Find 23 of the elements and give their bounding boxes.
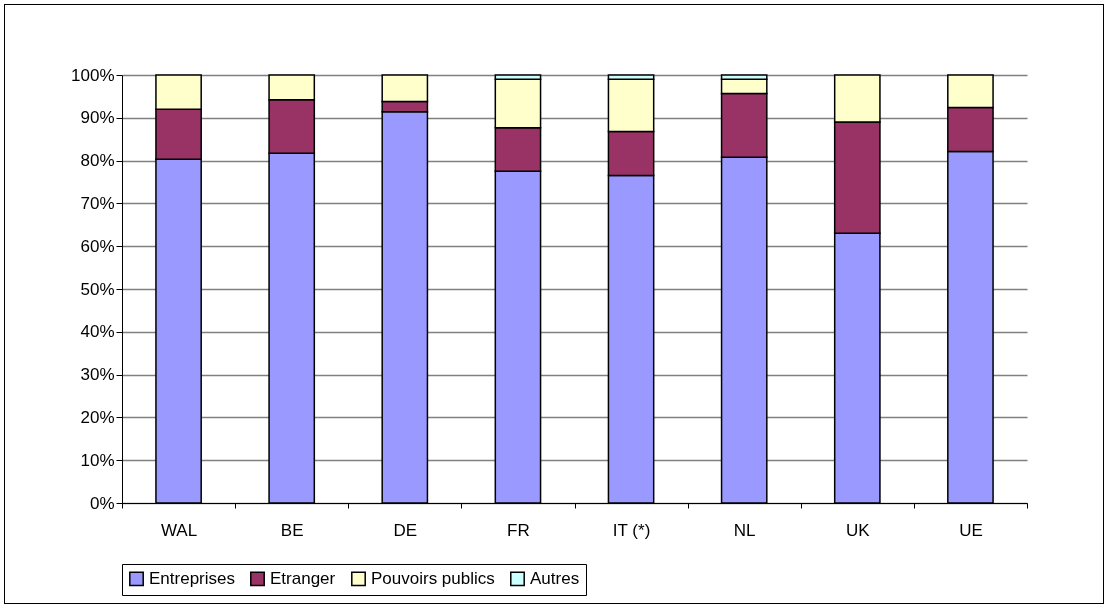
y-tick-label: 10% [80,450,115,470]
x-tick-label: IT (*) [612,520,651,540]
y-tick-label: 90% [80,108,115,128]
y-tick-label: 20% [80,407,115,427]
legend-label: Entreprises [149,568,235,588]
y-tick-label: 70% [80,193,115,213]
y-tick-label: 50% [80,279,115,299]
legend-label: Autres [530,568,580,588]
x-tick-label: WAL [160,520,198,540]
x-tick-label: UK [846,520,871,540]
y-tick-label: 0% [89,493,115,513]
y-tick-label: 40% [80,322,115,342]
y-tick-label: 100% [71,65,115,85]
legend-label: Pouvoirs publics [371,568,495,588]
y-tick-label: 60% [80,236,115,256]
x-tick-label: NL [733,520,756,540]
x-tick-label: UE [959,520,983,540]
x-tick-label: DE [393,520,418,540]
y-tick-label: 30% [80,365,115,385]
x-tick-label: BE [280,520,304,540]
x-tick-label: FR [507,520,530,540]
legend-label: Etranger [270,568,336,588]
y-tick-label: 80% [80,151,115,171]
